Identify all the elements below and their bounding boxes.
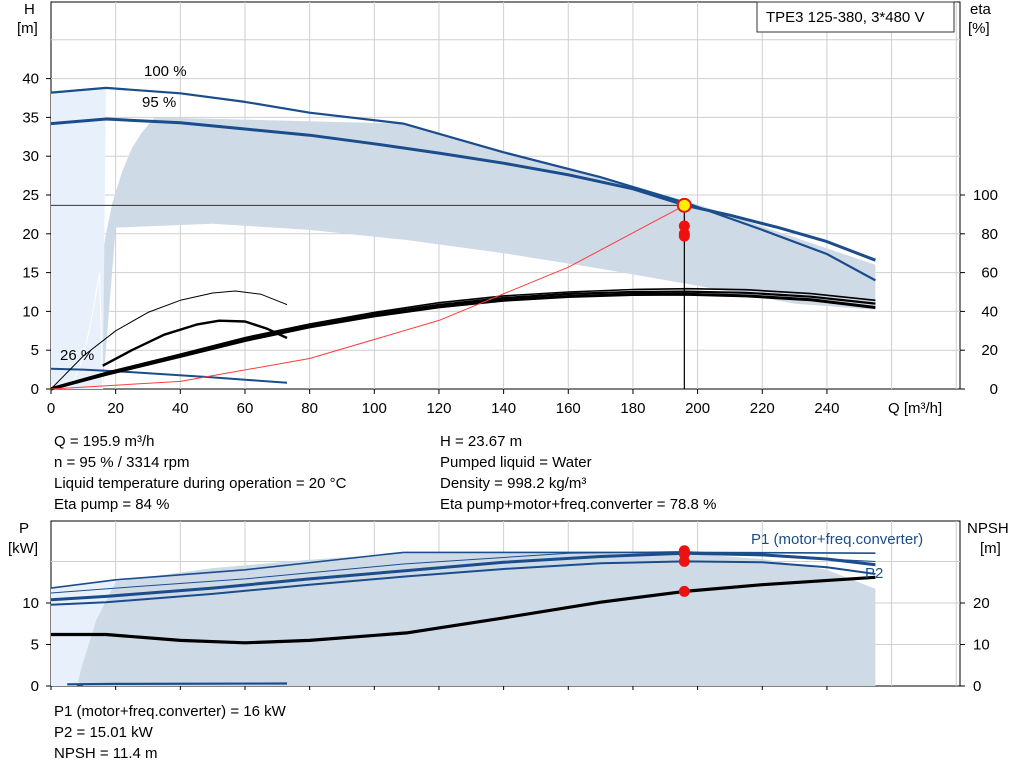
x-tick-label: 0 xyxy=(47,400,55,417)
readout-eta-total: Eta pump+motor+freq.converter = 78.8 % xyxy=(440,496,716,513)
x-axis-label-q: Q [m³/h] xyxy=(888,400,942,417)
readout-p2: P2 = 15.01 kW xyxy=(54,724,154,741)
x-tick-label: 220 xyxy=(750,400,775,417)
x-tick-label: 140 xyxy=(491,400,516,417)
y-tick-label-p: 5 xyxy=(31,637,39,654)
x-tick-label: 200 xyxy=(685,400,710,417)
chart-title: TPE3 125-380, 3*480 V xyxy=(766,9,924,26)
eta-duty-marker xyxy=(678,230,690,242)
x-tick-label: 240 xyxy=(814,400,839,417)
eta-duty-marker xyxy=(678,220,690,232)
y-tick-label-p: 0 xyxy=(31,678,39,695)
readout-liquid-temp: Liquid temperature during operation = 20… xyxy=(54,475,347,492)
y-tick-label-h: 5 xyxy=(31,342,39,359)
y-tick-label-eta: 20 xyxy=(981,342,998,359)
y-tick-label-p: 10 xyxy=(22,595,39,612)
power-duty-marker xyxy=(678,555,690,567)
curve-system-curve xyxy=(50,204,685,390)
y-tick-label-eta: 40 xyxy=(981,303,998,320)
readout-pumped-liquid: Pumped liquid = Water xyxy=(440,454,592,471)
y-tick-label-eta: 0 xyxy=(990,381,998,398)
x-tick-label: 160 xyxy=(556,400,581,417)
head-light-region xyxy=(51,87,106,390)
y-axis-label-npsh: NPSH xyxy=(967,520,1009,537)
y-axis-unit-h: [m] xyxy=(17,20,38,37)
head-chart: 0 20 40 60 80 100 120 140 160 180 200 220 2400510152… xyxy=(22,1,998,417)
x-tick-label: 60 xyxy=(237,400,254,417)
y-tick-label-npsh: 0 xyxy=(973,678,981,695)
readout-n: n = 95 % / 3314 rpm xyxy=(54,454,190,471)
curve-label-100: 100 % xyxy=(144,63,187,80)
x-tick-label: 20 xyxy=(107,400,124,417)
y-axis-unit-p: [kW] xyxy=(8,540,38,557)
y-tick-label-h: 25 xyxy=(22,187,39,204)
y-tick-label-h: 10 xyxy=(22,303,39,320)
y-axis-label-h: H xyxy=(24,1,35,18)
y-tick-label-h: 20 xyxy=(22,226,39,243)
y-tick-label-npsh: 10 xyxy=(973,637,990,654)
power-light-region xyxy=(51,579,116,686)
readout-density: Density = 998.2 kg/m³ xyxy=(440,475,586,492)
curve-95- xyxy=(50,117,876,262)
readout-q: Q = 195.9 m³/h xyxy=(54,433,154,450)
y-tick-label-h: 15 xyxy=(22,265,39,282)
duty-point-marker xyxy=(676,197,692,213)
y-tick-label-h: 35 xyxy=(22,109,39,126)
y-axis-label-p: P xyxy=(19,520,29,537)
head-operating-envelope xyxy=(67,117,876,390)
y-tick-label-h: 40 xyxy=(22,71,39,88)
curve-npsh xyxy=(51,575,876,645)
y-tick-label-h: 30 xyxy=(22,148,39,165)
curve-eta-26- xyxy=(102,319,288,367)
x-tick-label: 100 xyxy=(362,400,387,417)
curve-26- xyxy=(50,367,288,384)
x-tick-label: 180 xyxy=(620,400,645,417)
curve-eta-system xyxy=(50,290,876,391)
y-axis-unit-eta: [%] xyxy=(968,20,990,37)
readout-eta-pump: Eta pump = 84 % xyxy=(54,496,170,513)
power-chart: 0 5 10 0 10 20 xyxy=(22,520,990,695)
y-tick-label-eta: 100 xyxy=(973,187,998,204)
power-operating-envelope xyxy=(76,553,876,686)
npsh-duty-marker xyxy=(678,585,690,597)
curve-label-95: 95 % xyxy=(142,94,176,111)
curve-100- xyxy=(50,86,876,282)
x-tick-label: 40 xyxy=(172,400,189,417)
readout-npsh: NPSH = 11.4 m xyxy=(54,745,158,762)
x-tick-label: 120 xyxy=(426,400,451,417)
x-tick-label: 80 xyxy=(301,400,318,417)
readout-p1: P1 (motor+freq.converter) = 16 kW xyxy=(54,703,287,720)
y-tick-label-eta: 80 xyxy=(981,226,998,243)
curve-p-26- xyxy=(67,682,288,686)
curve-label-26: 26 % xyxy=(60,347,94,364)
y-axis-unit-npsh: [m] xyxy=(980,540,1001,557)
y-tick-label-npsh: 20 xyxy=(973,595,990,612)
curve-eta-26-thin xyxy=(50,290,288,390)
curve-eta-100- xyxy=(50,287,876,389)
legend-p2: P2 xyxy=(865,565,883,582)
curve-eta-95- xyxy=(50,292,876,391)
y-tick-label-h: 0 xyxy=(31,381,39,398)
y-tick-label-eta: 60 xyxy=(981,265,998,282)
readout-h: H = 23.67 m xyxy=(440,433,522,450)
curve-p2 xyxy=(50,560,876,606)
title-box xyxy=(756,1,955,33)
y-axis-label-eta: eta xyxy=(970,1,992,18)
legend-p1: P1 (motor+freq.converter) xyxy=(751,531,923,548)
